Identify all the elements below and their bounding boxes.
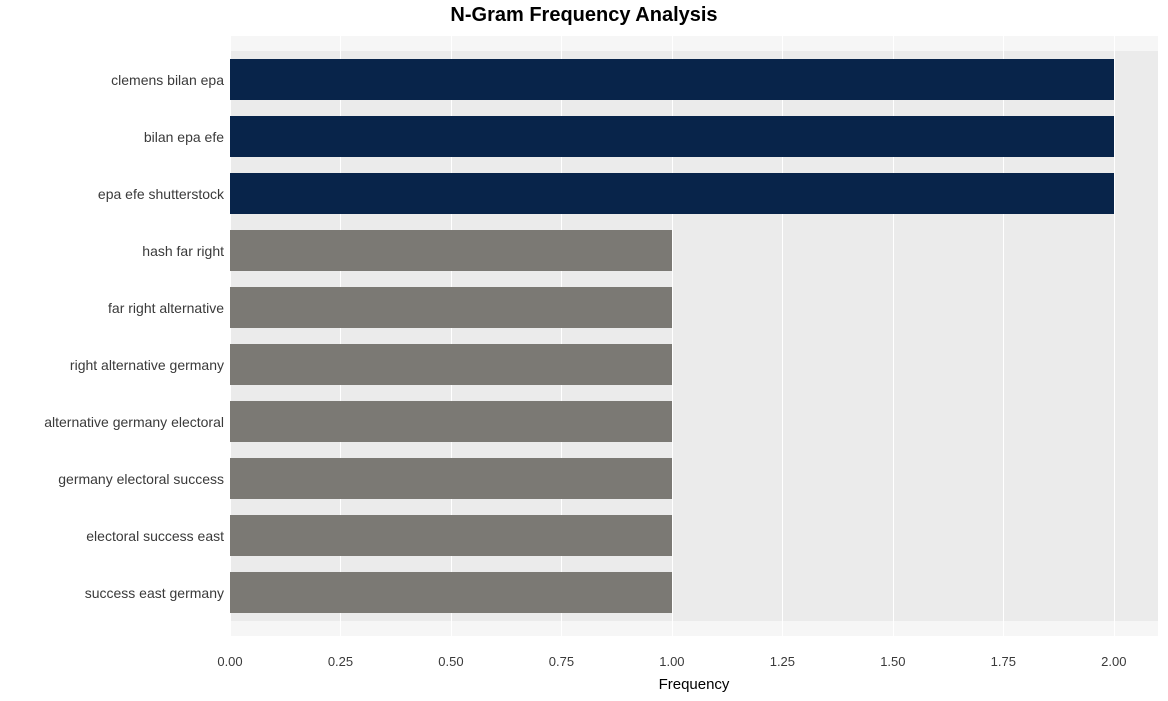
y-tick-label: alternative germany electoral — [44, 414, 224, 430]
bar — [230, 572, 672, 613]
chart-title: N-Gram Frequency Analysis — [0, 4, 1168, 27]
x-tick-label: 0.25 — [328, 654, 353, 669]
y-tick-label: success east germany — [85, 585, 224, 601]
bar — [230, 515, 672, 556]
bar — [230, 458, 672, 499]
y-tick-label: bilan epa efe — [144, 129, 224, 145]
x-tick-label: 1.50 — [880, 654, 905, 669]
bar — [230, 401, 672, 442]
x-tick-label: 2.00 — [1101, 654, 1126, 669]
x-tick-label: 0.00 — [217, 654, 242, 669]
y-tick-label: hash far right — [142, 243, 224, 259]
ngram-frequency-chart: N-Gram Frequency Analysis clemens bilan … — [0, 0, 1168, 701]
bar — [230, 230, 672, 271]
x-tick-label: 1.00 — [659, 654, 684, 669]
y-tick-label: epa efe shutterstock — [98, 186, 224, 202]
y-tick-label: clemens bilan epa — [111, 72, 224, 88]
grid-line — [1114, 36, 1115, 636]
x-tick-label: 1.25 — [770, 654, 795, 669]
x-tick-label: 0.50 — [438, 654, 463, 669]
bar — [230, 59, 1114, 100]
bar — [230, 344, 672, 385]
y-tick-label: germany electoral success — [58, 471, 224, 487]
bar — [230, 173, 1114, 214]
bar — [230, 287, 672, 328]
x-tick-label: 1.75 — [991, 654, 1016, 669]
y-tick-label: right alternative germany — [70, 357, 224, 373]
y-tick-label: far right alternative — [108, 300, 224, 316]
y-tick-label: electoral success east — [86, 528, 224, 544]
bar — [230, 116, 1114, 157]
x-tick-label: 0.75 — [549, 654, 574, 669]
x-axis-title: Frequency — [230, 676, 1158, 693]
plot-area — [230, 36, 1158, 636]
